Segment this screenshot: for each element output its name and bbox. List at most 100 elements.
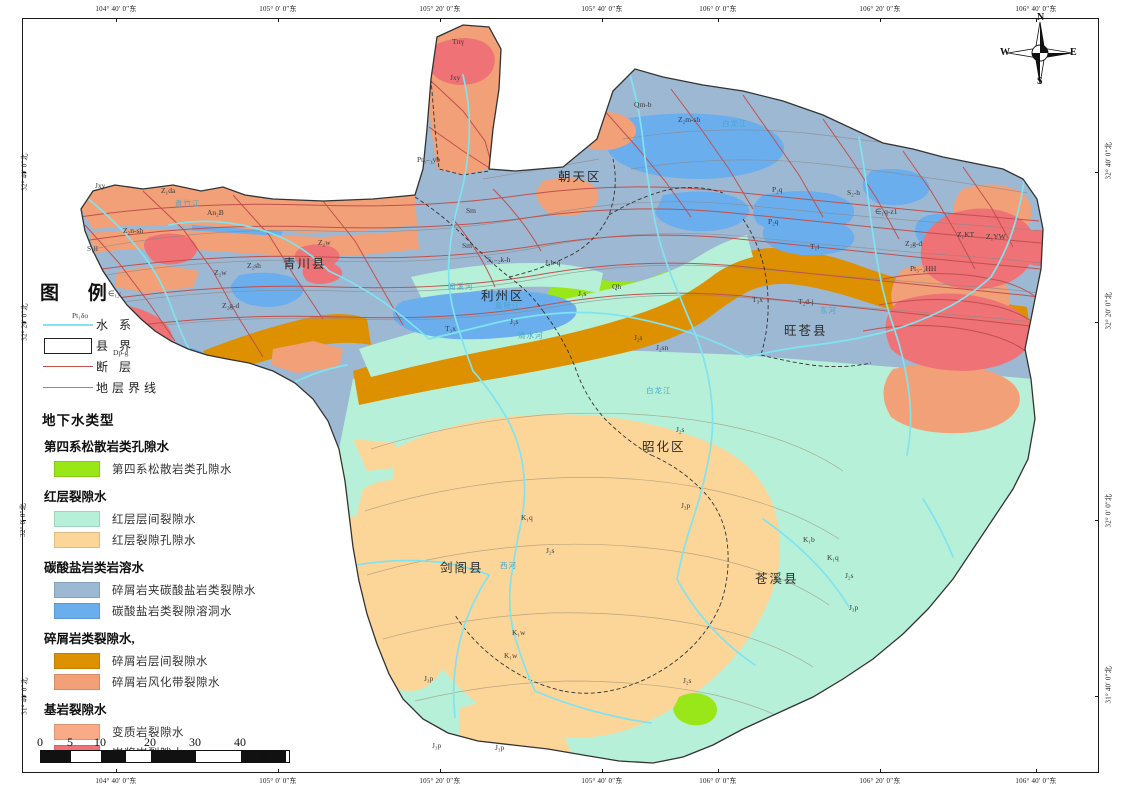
compass-west-label: W <box>1000 47 1010 58</box>
legend-symbol-label: 地层界线 <box>96 381 161 395</box>
legend-swatch-label: 碳酸盐岩类裂隙溶洞水 <box>112 605 232 618</box>
longitude-label-bottom: 105° 20′ 0″东 <box>419 777 461 785</box>
scale-bar-numbers: 0 5 10 20 30 40 <box>37 735 290 750</box>
longitude-tick <box>602 18 603 22</box>
latitude-label-right: 32° 40′ 0″北 <box>1104 142 1113 180</box>
scale-bar-tick-label: 40 <box>234 735 246 749</box>
longitude-tick <box>440 18 441 22</box>
legend-symbol-label: 水 系 <box>96 318 136 332</box>
scale-bar-unit: 千米 <box>245 750 270 764</box>
legend-swatch-row: 变质岩裂隙水 <box>40 721 280 742</box>
longitude-tick <box>718 18 719 22</box>
legend-group-heading: 基岩裂隙水 <box>44 703 107 717</box>
scale-bar-tick-label: 0 <box>37 735 43 749</box>
longitude-label-top: 105° 40′ 0″东 <box>581 5 623 13</box>
longitude-tick <box>1036 18 1037 22</box>
legend-swatch-row: 碎屑岩风化带裂隙水 <box>40 671 280 692</box>
longitude-tick <box>116 769 117 773</box>
legend-symbol-label: 断 层 <box>96 360 136 374</box>
compass-east-label: E <box>1070 47 1077 58</box>
legend-symbol-row: 断 层 <box>40 356 280 377</box>
strata-line-icon <box>43 387 93 388</box>
legend-swatch-row: 碳酸盐岩类裂隙溶洞水 <box>40 600 280 621</box>
longitude-tick <box>602 769 603 773</box>
longitude-label-top: 106° 0′ 0″东 <box>699 5 737 13</box>
legend-color-swatch <box>54 581 100 598</box>
legend-symbol-row: 水 系 <box>40 314 280 335</box>
legend-swatch-label: 红层裂隙孔隙水 <box>112 534 196 547</box>
city-boundary <box>80 24 1044 764</box>
longitude-tick <box>880 18 881 22</box>
legend-symbol-county-boundary-box <box>40 337 96 354</box>
county-boundary-box-icon <box>44 337 92 354</box>
legend-color-swatch <box>54 460 100 477</box>
scale-bar-tick-label: 5 <box>67 735 73 749</box>
legend-symbol-strata-line <box>40 387 96 388</box>
scale-bar-segment <box>101 751 126 762</box>
legend-color-swatch <box>54 510 100 527</box>
legend-swatch-label: 碎屑岩层间裂隙水 <box>112 655 208 668</box>
legend-swatch-label: 红层层间裂隙水 <box>112 513 196 526</box>
longitude-tick <box>440 769 441 773</box>
latitude-tick <box>1095 172 1099 173</box>
legend-swatch-label: 碎屑岩夹碳酸盐岩类裂隙水 <box>112 584 256 597</box>
scale-bar-tick-label: 10 <box>94 735 106 749</box>
compass-rose: N S W E <box>1000 12 1080 92</box>
water-line-icon <box>43 323 93 326</box>
longitude-label-bottom: 106° 40′ 0″东 <box>1015 777 1057 785</box>
scale-bar-segment <box>241 751 286 762</box>
legend-color-swatch <box>54 602 100 619</box>
longitude-tick <box>718 769 719 773</box>
scale-bar-segment <box>151 751 196 762</box>
scale-bar-segments <box>40 750 290 763</box>
legend-color-swatch <box>54 652 100 669</box>
legend-group-heading: 第四系松散岩类孔隙水 <box>44 440 170 454</box>
latitude-label-right: 32° 0′ 0″北 <box>1104 493 1113 528</box>
longitude-tick <box>278 18 279 22</box>
longitude-tick <box>278 769 279 773</box>
scale-bar-segment <box>71 751 101 762</box>
longitude-label-top: 104° 40′ 0″东 <box>95 5 137 13</box>
scale-bar-segment <box>126 751 151 762</box>
longitude-label-bottom: 105° 0′ 0″东 <box>259 777 297 785</box>
legend-color-swatch <box>54 531 100 548</box>
compass-south-label: S <box>1037 76 1043 87</box>
legend-groups: 第四系松散岩类孔隙水 第四系松散岩类孔隙水 红层裂隙水 红层层间裂隙水 红层裂隙孔隙水碳… <box>40 436 280 763</box>
legend-group-heading: 碎屑岩类裂隙水, <box>44 632 135 646</box>
scale-bar-segment <box>41 751 71 762</box>
longitude-label-top: 105° 20′ 0″东 <box>419 5 461 13</box>
legend-group-heading: 红层裂隙水 <box>44 490 107 504</box>
longitude-label-bottom: 106° 20′ 0″东 <box>859 777 901 785</box>
legend-group-heading: 碳酸盐岩类岩溶水 <box>44 561 145 575</box>
map-legend: 图 例 水 系县 界断 层地层界线 地下水类型 第四系松散岩类孔隙水 第四系松散岩… <box>40 278 280 763</box>
latitude-label-right: 31° 40′ 0″北 <box>1104 666 1113 704</box>
legend-category-title: 地下水类型 <box>42 413 115 428</box>
longitude-label-bottom: 106° 0′ 0″东 <box>699 777 737 785</box>
latitude-tick <box>22 696 26 697</box>
scale-bar-tick-label: 20 <box>144 735 156 749</box>
legend-color-swatch <box>54 723 100 740</box>
compass-north-label: N <box>1037 12 1045 23</box>
scale-bar-tick-label: 30 <box>189 735 201 749</box>
legend-swatch-row: 第四系松散岩类孔隙水 <box>40 458 280 479</box>
longitude-label-top: 105° 0′ 0″东 <box>259 5 297 13</box>
map-canvas[interactable]: 青川县 朝天区 利州区 旺苍县 昭化区 剑阁县 苍溪县 Tпү Jxy Pt₃₋₁yb Jxy Z₁… <box>23 19 1097 771</box>
legend-swatch-row: 红层裂隙孔隙水 <box>40 529 280 550</box>
latitude-tick <box>22 172 26 173</box>
latitude-label-right: 32° 20′ 0″北 <box>1104 292 1113 330</box>
scale-bar: 0 5 10 20 30 40 千米 <box>37 735 290 764</box>
longitude-label-bottom: 104° 40′ 0″东 <box>95 777 137 785</box>
map-geology-svg <box>80 24 1044 764</box>
latitude-tick <box>22 322 26 323</box>
legend-swatch-row: 碎屑岩夹碳酸盐岩类裂隙水 <box>40 579 280 600</box>
legend-symbol-label: 县 界 <box>96 339 136 353</box>
legend-symbol-row: 地层界线 <box>40 377 280 398</box>
legend-swatch-label: 第四系松散岩类孔隙水 <box>112 463 232 476</box>
legend-swatch-row: 碎屑岩层间裂隙水 <box>40 650 280 671</box>
longitude-tick <box>116 18 117 22</box>
longitude-label-bottom: 105° 40′ 0″东 <box>581 777 623 785</box>
legend-title: 图 例 <box>40 283 119 304</box>
latitude-tick <box>1095 696 1099 697</box>
legend-symbol-rows: 水 系县 界断 层地层界线 <box>40 314 280 398</box>
